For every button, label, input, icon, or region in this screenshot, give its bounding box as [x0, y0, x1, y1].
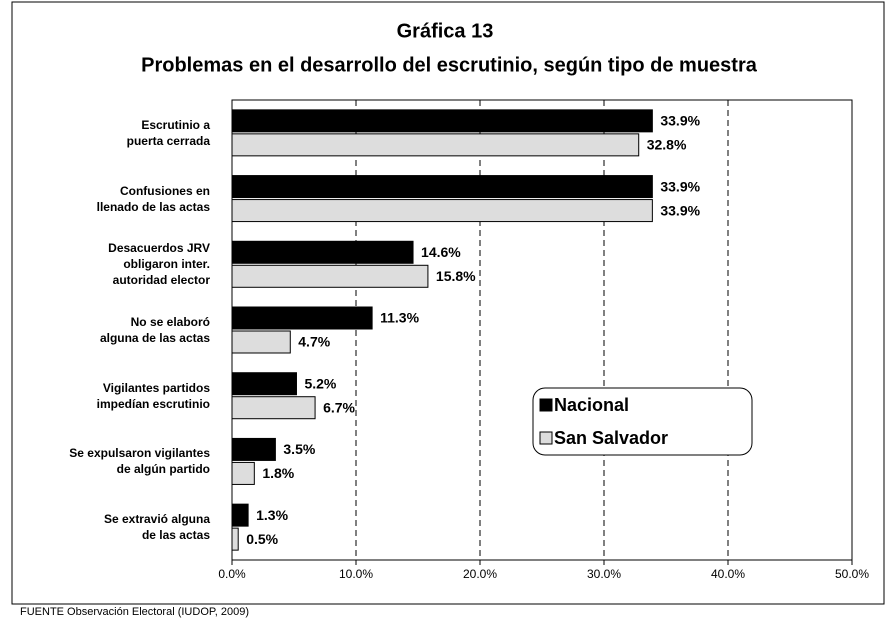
x-tick-label: 0.0% — [218, 567, 246, 581]
bar — [231, 372, 297, 396]
bar — [231, 503, 249, 527]
bar — [231, 306, 373, 330]
data-label: 5.2% — [304, 375, 336, 391]
bar — [231, 175, 653, 199]
chart-title: Gráfica 13 — [397, 20, 494, 42]
data-label: 33.9% — [660, 113, 700, 129]
chart-frame — [11, 1, 885, 605]
data-label: 11.3% — [380, 310, 419, 326]
x-tick-label: 50.0% — [835, 567, 869, 581]
bar — [231, 264, 429, 288]
legend-label: San Salvador — [554, 428, 668, 448]
bar — [231, 240, 414, 264]
y-tick-label: No se elaboró alguna de las actas — [99, 315, 210, 345]
bar — [231, 461, 255, 485]
y-tick-label: Escrutinio a puerta cerrada — [126, 117, 210, 148]
bar — [231, 527, 239, 551]
y-tick-label: Confusiones en llenado de las actas — [96, 183, 210, 214]
data-label: 15.8% — [436, 268, 476, 284]
data-label: 0.5% — [246, 531, 278, 547]
x-tick-label: 30.0% — [587, 567, 621, 581]
data-label: 33.9% — [660, 178, 700, 194]
data-label: 32.8% — [647, 137, 687, 153]
bar — [231, 437, 276, 461]
bar — [231, 199, 653, 223]
y-tick-label: Desacuerdos JRV obligaron inter. autorid… — [108, 241, 210, 288]
legend-swatch — [539, 431, 553, 445]
legend-box — [532, 387, 753, 456]
x-tick-label: 40.0% — [711, 567, 745, 581]
data-label: 14.6% — [421, 244, 461, 260]
data-label: 6.7% — [323, 399, 355, 415]
data-label: 4.7% — [298, 334, 330, 350]
y-tick-label: Vigilantes partidos impedían escrutinio — [96, 380, 210, 411]
data-label: 1.3% — [256, 507, 288, 523]
y-tick-label: Se extravió alguna de las actas — [103, 512, 210, 543]
plot-frame — [231, 99, 853, 561]
y-tick-label: Se expulsaron vigilantes de algún partid… — [69, 446, 210, 477]
data-label: 3.5% — [283, 441, 315, 457]
bar — [231, 396, 316, 420]
data-label: 33.9% — [660, 202, 700, 218]
x-tick-label: 10.0% — [339, 567, 373, 581]
bar — [231, 133, 640, 157]
data-label: 1.8% — [262, 465, 294, 481]
chart-subtitle: Problemas en el desarrollo del escrutini… — [141, 54, 758, 76]
x-tick-label: 20.0% — [463, 567, 497, 581]
bar — [231, 330, 291, 354]
legend-label: Nacional — [554, 395, 629, 415]
legend-swatch — [539, 398, 553, 412]
source-note: FUENTE Observación Electoral (IUDOP, 200… — [20, 606, 249, 618]
bar — [231, 109, 653, 133]
